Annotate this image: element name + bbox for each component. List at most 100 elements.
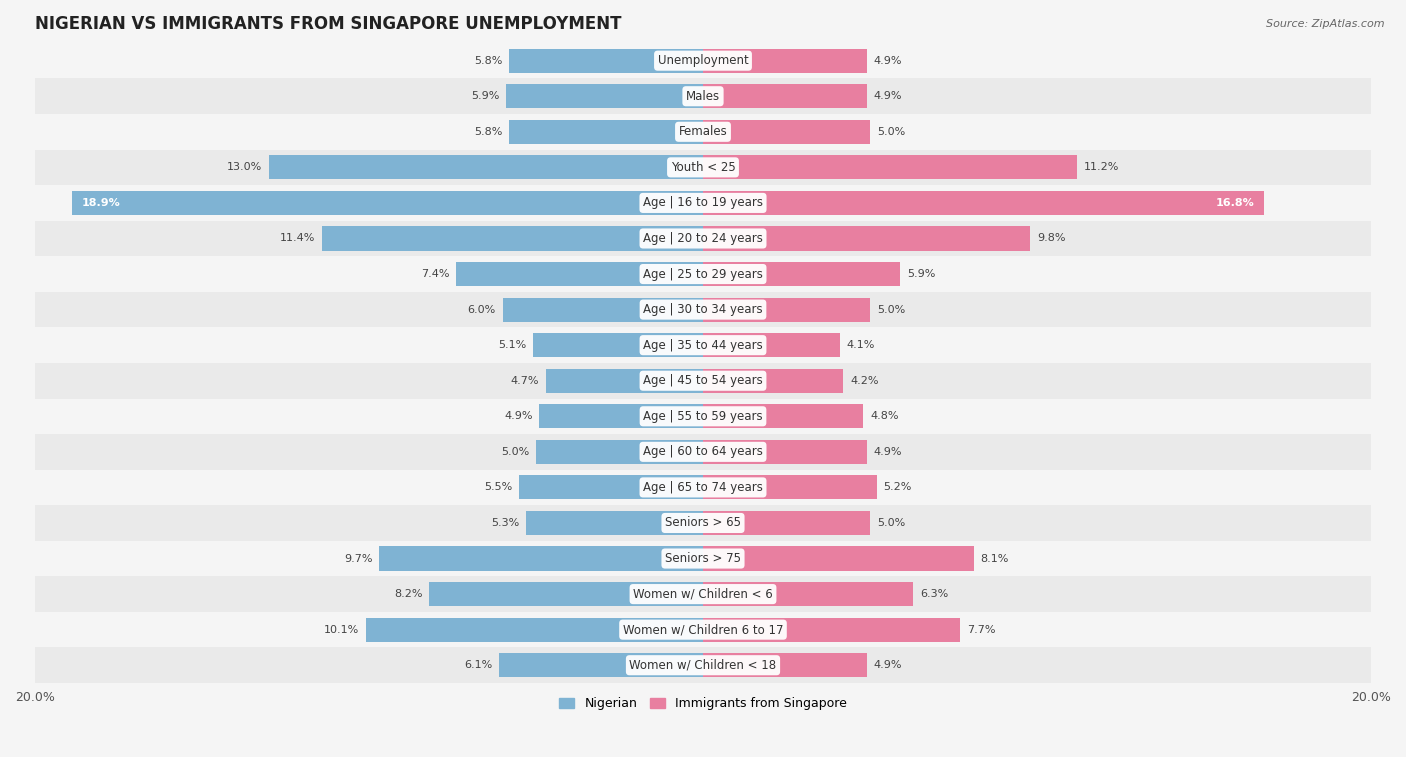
- Bar: [703, 155, 1077, 179]
- Text: Unemployment: Unemployment: [658, 55, 748, 67]
- Text: 4.2%: 4.2%: [851, 375, 879, 386]
- Text: 5.0%: 5.0%: [501, 447, 529, 456]
- Text: Females: Females: [679, 126, 727, 139]
- Text: 5.0%: 5.0%: [877, 126, 905, 137]
- Bar: [703, 120, 870, 144]
- Text: Age | 55 to 59 years: Age | 55 to 59 years: [643, 410, 763, 423]
- Text: 8.1%: 8.1%: [980, 553, 1008, 563]
- Bar: [380, 547, 703, 571]
- Text: NIGERIAN VS IMMIGRANTS FROM SINGAPORE UNEMPLOYMENT: NIGERIAN VS IMMIGRANTS FROM SINGAPORE UN…: [35, 15, 621, 33]
- Text: 5.9%: 5.9%: [471, 92, 499, 101]
- Bar: [540, 404, 703, 428]
- Bar: [366, 618, 703, 642]
- Text: Age | 35 to 44 years: Age | 35 to 44 years: [643, 338, 763, 352]
- Bar: [502, 298, 703, 322]
- Text: 5.2%: 5.2%: [883, 482, 911, 492]
- Legend: Nigerian, Immigrants from Singapore: Nigerian, Immigrants from Singapore: [554, 692, 852, 715]
- Text: 16.8%: 16.8%: [1215, 198, 1254, 208]
- Text: 4.9%: 4.9%: [873, 447, 901, 456]
- Text: Seniors > 75: Seniors > 75: [665, 552, 741, 565]
- Bar: [35, 150, 1371, 185]
- Bar: [429, 582, 703, 606]
- Text: Males: Males: [686, 90, 720, 103]
- Text: Source: ZipAtlas.com: Source: ZipAtlas.com: [1267, 19, 1385, 29]
- Bar: [703, 191, 1264, 215]
- Text: 9.7%: 9.7%: [344, 553, 373, 563]
- Bar: [703, 404, 863, 428]
- Bar: [35, 363, 1371, 398]
- Text: 4.1%: 4.1%: [846, 340, 875, 350]
- Bar: [35, 43, 1371, 79]
- Text: 6.0%: 6.0%: [468, 304, 496, 315]
- Bar: [35, 469, 1371, 505]
- Text: Women w/ Children 6 to 17: Women w/ Children 6 to 17: [623, 623, 783, 636]
- Bar: [35, 79, 1371, 114]
- Bar: [703, 618, 960, 642]
- Bar: [703, 653, 866, 678]
- Bar: [703, 84, 866, 108]
- Bar: [322, 226, 703, 251]
- Bar: [35, 327, 1371, 363]
- Bar: [509, 120, 703, 144]
- Bar: [35, 576, 1371, 612]
- Bar: [35, 540, 1371, 576]
- Text: 13.0%: 13.0%: [226, 162, 262, 173]
- Text: Age | 45 to 54 years: Age | 45 to 54 years: [643, 374, 763, 388]
- Bar: [499, 653, 703, 678]
- Text: Age | 60 to 64 years: Age | 60 to 64 years: [643, 445, 763, 458]
- Text: 11.4%: 11.4%: [280, 233, 315, 244]
- Bar: [35, 434, 1371, 469]
- Bar: [35, 257, 1371, 291]
- Text: 4.8%: 4.8%: [870, 411, 898, 422]
- Bar: [269, 155, 703, 179]
- Text: 4.9%: 4.9%: [873, 92, 901, 101]
- Bar: [703, 582, 914, 606]
- Bar: [35, 221, 1371, 257]
- Bar: [703, 262, 900, 286]
- Text: 7.7%: 7.7%: [967, 625, 995, 634]
- Text: 5.1%: 5.1%: [498, 340, 526, 350]
- Text: 6.1%: 6.1%: [464, 660, 492, 670]
- Text: Age | 20 to 24 years: Age | 20 to 24 years: [643, 232, 763, 245]
- Bar: [72, 191, 703, 215]
- Bar: [519, 475, 703, 500]
- Bar: [456, 262, 703, 286]
- Text: Women w/ Children < 6: Women w/ Children < 6: [633, 587, 773, 600]
- Text: 7.4%: 7.4%: [420, 269, 449, 279]
- Text: 5.5%: 5.5%: [484, 482, 513, 492]
- Text: 5.8%: 5.8%: [474, 56, 502, 66]
- Text: 11.2%: 11.2%: [1084, 162, 1119, 173]
- Text: 18.9%: 18.9%: [82, 198, 121, 208]
- Text: 8.2%: 8.2%: [394, 589, 422, 599]
- Bar: [703, 333, 839, 357]
- Bar: [35, 114, 1371, 150]
- Bar: [703, 48, 866, 73]
- Bar: [35, 612, 1371, 647]
- Bar: [703, 298, 870, 322]
- Bar: [509, 48, 703, 73]
- Text: 5.0%: 5.0%: [877, 304, 905, 315]
- Text: 5.3%: 5.3%: [491, 518, 519, 528]
- Bar: [703, 369, 844, 393]
- Text: 4.9%: 4.9%: [873, 56, 901, 66]
- Text: 10.1%: 10.1%: [323, 625, 359, 634]
- Bar: [35, 291, 1371, 327]
- Text: Youth < 25: Youth < 25: [671, 160, 735, 174]
- Text: 6.3%: 6.3%: [920, 589, 949, 599]
- Text: Women w/ Children < 18: Women w/ Children < 18: [630, 659, 776, 671]
- Bar: [533, 333, 703, 357]
- Bar: [35, 185, 1371, 221]
- Bar: [703, 475, 877, 500]
- Text: 5.0%: 5.0%: [877, 518, 905, 528]
- Text: Seniors > 65: Seniors > 65: [665, 516, 741, 529]
- Text: Age | 25 to 29 years: Age | 25 to 29 years: [643, 267, 763, 281]
- Bar: [703, 547, 973, 571]
- Text: Age | 16 to 19 years: Age | 16 to 19 years: [643, 196, 763, 210]
- Text: 4.7%: 4.7%: [510, 375, 540, 386]
- Bar: [536, 440, 703, 464]
- Text: 5.8%: 5.8%: [474, 126, 502, 137]
- Text: Age | 65 to 74 years: Age | 65 to 74 years: [643, 481, 763, 494]
- Bar: [35, 647, 1371, 683]
- Text: 5.9%: 5.9%: [907, 269, 935, 279]
- Text: Age | 30 to 34 years: Age | 30 to 34 years: [643, 303, 763, 316]
